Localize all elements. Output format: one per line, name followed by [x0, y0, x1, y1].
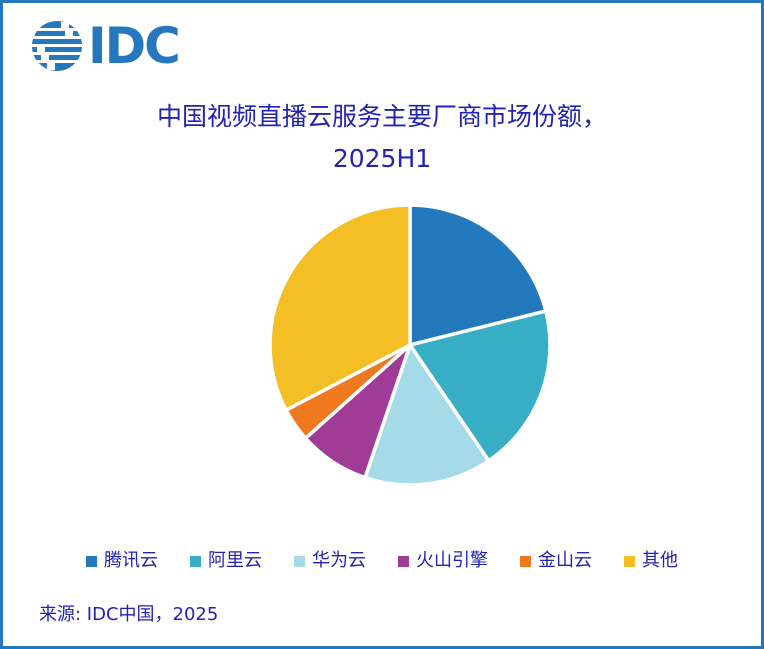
- source-note: 来源: IDC中国，2025: [39, 604, 219, 625]
- legend-swatch-icon: [294, 555, 305, 567]
- pie-slice-腾讯云: [408, 203, 548, 347]
- chart-title: 中国视频直播云服务主要厂商市场份额， 2025H1: [3, 96, 761, 180]
- idc-logo-text: IDC: [88, 17, 181, 75]
- idc-globe-icon: [32, 21, 82, 71]
- legend-swatch-icon: [398, 555, 409, 567]
- legend-item-华为云: 华为云: [294, 551, 366, 571]
- idc-logo: IDC: [31, 17, 181, 75]
- legend-item-阿里云: 阿里云: [190, 551, 262, 571]
- legend-item-火山引擎: 火山引擎: [398, 551, 488, 571]
- legend-label: 火山引擎: [416, 550, 488, 571]
- pie-chart: [260, 195, 560, 495]
- legend-item-金山云: 金山云: [520, 551, 592, 571]
- legend-label: 华为云: [312, 550, 366, 571]
- chart-title-line2: 2025H1: [332, 144, 432, 173]
- legend-label: 金山云: [538, 550, 592, 571]
- legend-swatch-icon: [190, 555, 201, 567]
- pie-svg: [268, 203, 552, 487]
- legend-swatch-icon: [624, 555, 635, 567]
- pie-slice-华为云: [363, 343, 491, 487]
- legend: 腾讯云 阿里云 华为云 火山引擎 金山云 其他: [3, 551, 761, 571]
- legend-label: 其他: [642, 550, 678, 571]
- legend-label: 阿里云: [208, 550, 262, 571]
- legend-item-腾讯云: 腾讯云: [86, 551, 158, 571]
- legend-swatch-icon: [86, 555, 97, 567]
- legend-label: 腾讯云: [104, 550, 158, 571]
- legend-item-其他: 其他: [624, 551, 678, 571]
- chart-title-line1: 中国视频直播云服务主要厂商市场份额，: [156, 102, 607, 131]
- pie-slice-其他: [268, 203, 412, 412]
- legend-swatch-icon: [520, 555, 531, 567]
- pie-slice-阿里云: [408, 309, 552, 463]
